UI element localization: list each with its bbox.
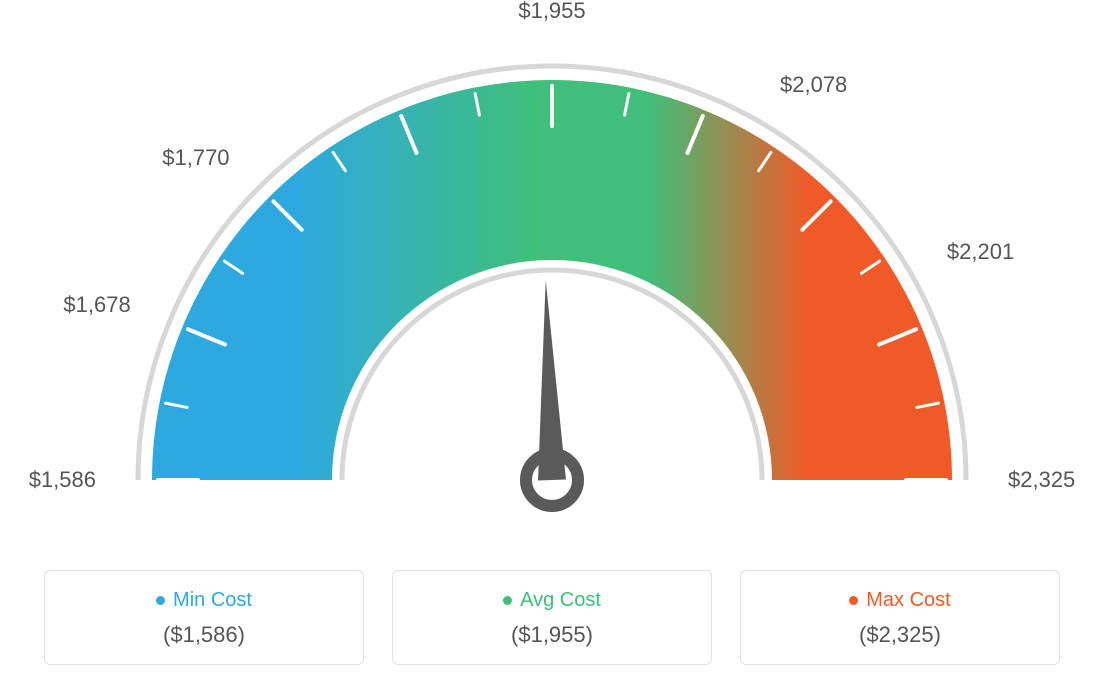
dot-icon	[156, 596, 165, 605]
gauge-chart: $1,586$1,678$1,770$1,955$2,078$2,201$2,3…	[102, 40, 1002, 520]
gauge-tick-label: $1,955	[518, 0, 585, 24]
legend-row: Min Cost ($1,586) Avg Cost ($1,955) Max …	[44, 570, 1060, 665]
legend-title-max: Max Cost	[849, 589, 950, 612]
legend-value-max: ($2,325)	[751, 622, 1049, 648]
gauge-tick-label: $2,201	[947, 239, 1014, 265]
gauge-tick-label: $1,678	[63, 292, 130, 318]
legend-name-min: Min Cost	[173, 589, 252, 612]
dot-icon	[849, 596, 858, 605]
dot-icon	[503, 596, 512, 605]
legend-value-avg: ($1,955)	[403, 622, 701, 648]
legend-card-max: Max Cost ($2,325)	[740, 570, 1060, 665]
gauge-tick-label: $1,770	[162, 145, 229, 171]
legend-card-avg: Avg Cost ($1,955)	[392, 570, 712, 665]
legend-title-min: Min Cost	[156, 589, 252, 612]
legend-card-min: Min Cost ($1,586)	[44, 570, 364, 665]
gauge-tick-label: $2,325	[1008, 467, 1075, 493]
gauge-tick-label: $1,586	[29, 467, 96, 493]
gauge-svg	[102, 40, 1002, 520]
legend-value-min: ($1,586)	[55, 622, 353, 648]
legend-name-avg: Avg Cost	[520, 589, 601, 612]
legend-title-avg: Avg Cost	[503, 589, 601, 612]
legend-name-max: Max Cost	[866, 589, 950, 612]
gauge-tick-label: $2,078	[780, 72, 847, 98]
